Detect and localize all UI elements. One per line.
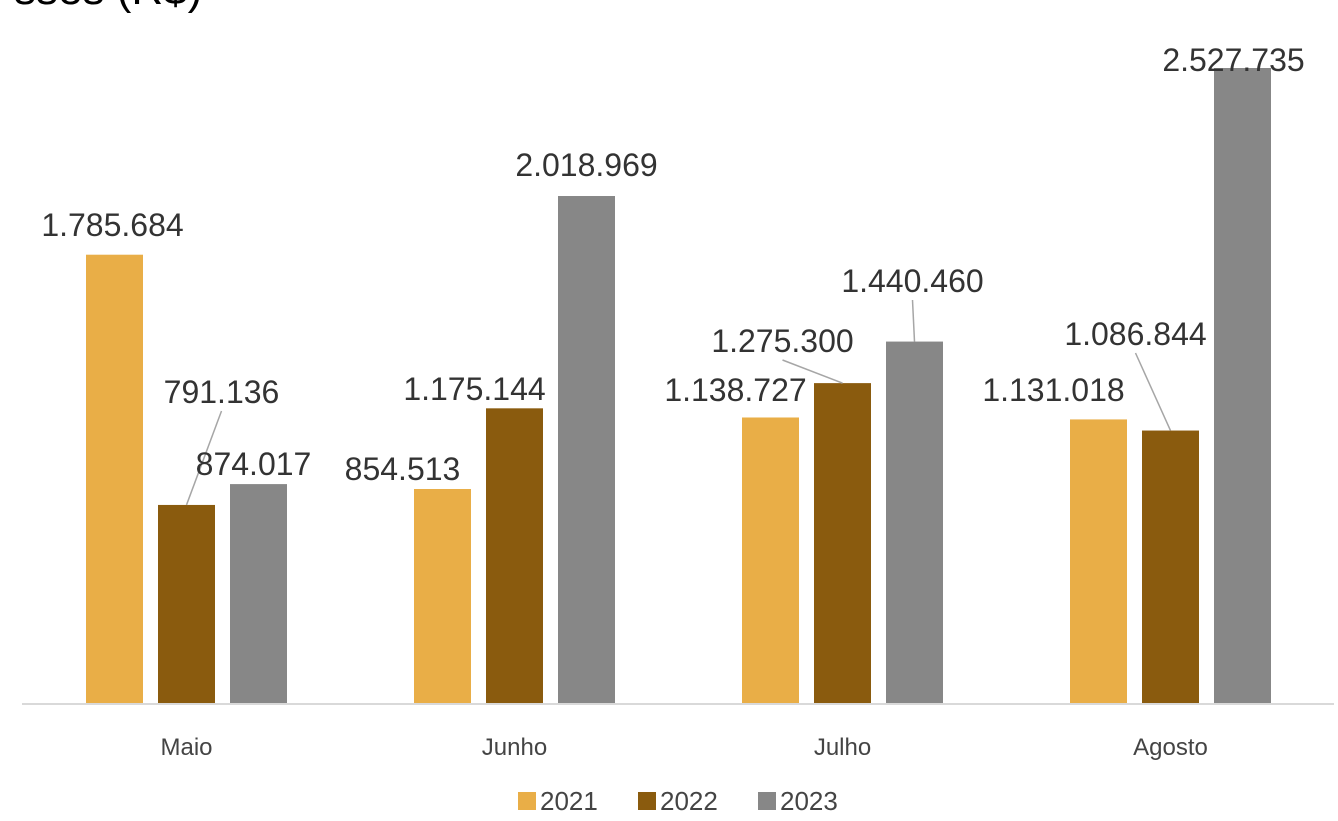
bar-2021-agosto bbox=[1070, 419, 1127, 704]
data-label-2021-junho: 854.513 bbox=[345, 451, 461, 487]
bar-2021-maio bbox=[86, 254, 143, 704]
bar-2023-agosto bbox=[1214, 68, 1271, 704]
legend: 2021 2022 2023 bbox=[518, 786, 838, 816]
data-label-2022-agosto: 1.086.844 bbox=[1064, 316, 1206, 352]
data-labels-group: 1.785.684 791.136 874.017 854.513 1.175.144 2… bbox=[41, 42, 1304, 487]
data-label-2023-junho: 2.018.969 bbox=[515, 147, 657, 183]
bar-2023-julho bbox=[886, 341, 943, 704]
chart-title-fragment: sses (R$) bbox=[14, 0, 202, 14]
legend-swatch-2022 bbox=[638, 792, 656, 810]
category-label-julho: Julho bbox=[814, 734, 871, 761]
category-label-agosto: Agosto bbox=[1133, 734, 1208, 761]
bar-2021-junho bbox=[414, 488, 471, 704]
bar-2023-maio bbox=[230, 484, 287, 704]
data-label-2023-maio: 874.017 bbox=[196, 446, 312, 482]
bar-2023-junho bbox=[558, 196, 615, 704]
legend-label-2023: 2023 bbox=[780, 786, 838, 816]
data-label-2021-julho: 1.138.727 bbox=[664, 372, 806, 408]
data-label-2022-maio: 791.136 bbox=[164, 374, 280, 410]
data-label-2023-agosto: 2.527.735 bbox=[1162, 42, 1304, 78]
category-labels-group: Maio Junho Julho Agosto bbox=[160, 734, 1207, 761]
bar-2022-agosto bbox=[1142, 430, 1199, 704]
leader-line-2023-julho bbox=[911, 299, 916, 342]
category-label-maio: Maio bbox=[160, 734, 212, 761]
bar-2022-julho bbox=[814, 383, 871, 704]
leader-line-2022-julho bbox=[782, 359, 843, 384]
bars-group bbox=[86, 68, 1271, 704]
data-label-2021-maio: 1.785.684 bbox=[41, 207, 183, 243]
legend-swatch-2023 bbox=[758, 792, 776, 810]
data-label-2023-julho: 1.440.460 bbox=[841, 263, 983, 299]
data-label-2022-junho: 1.175.144 bbox=[403, 371, 545, 407]
leader-lines-group bbox=[185, 299, 1172, 506]
data-label-2022-julho: 1.275.300 bbox=[711, 323, 853, 359]
bar-2022-maio bbox=[158, 504, 215, 704]
bar-2021-julho bbox=[742, 417, 799, 704]
leader-line-2022-agosto bbox=[1134, 352, 1172, 431]
category-label-junho: Junho bbox=[482, 734, 547, 761]
bar-2022-junho bbox=[486, 408, 543, 704]
leader-line-2022-maio bbox=[185, 410, 223, 506]
legend-label-2022: 2022 bbox=[660, 786, 718, 816]
data-label-2021-agosto: 1.131.018 bbox=[982, 372, 1124, 408]
legend-swatch-2021 bbox=[518, 792, 536, 810]
legend-label-2021: 2021 bbox=[540, 786, 598, 816]
